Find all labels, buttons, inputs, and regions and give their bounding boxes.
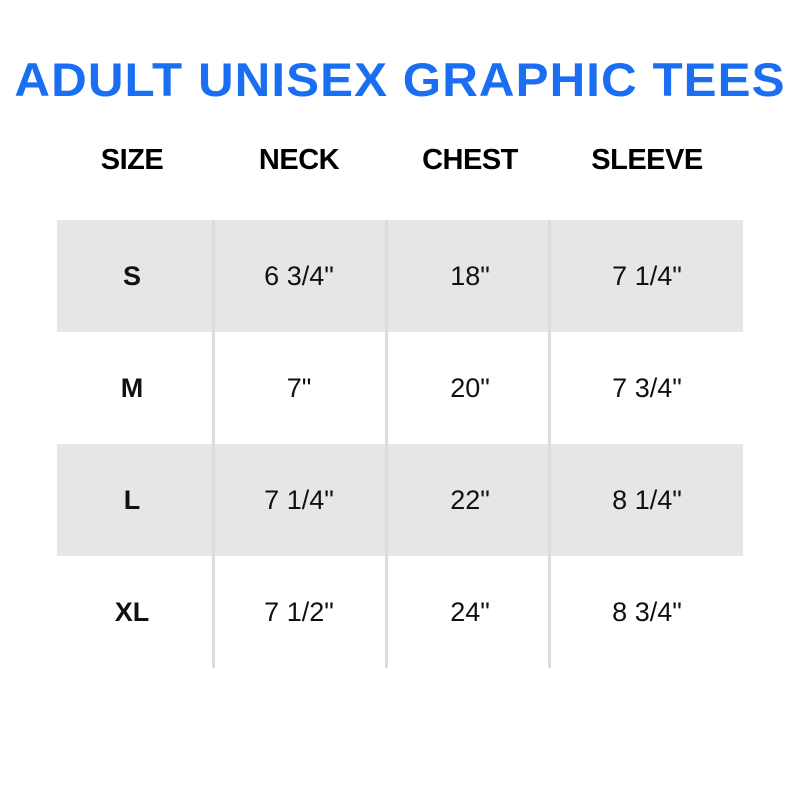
cell-sleeve: 8 1/4" <box>612 485 682 515</box>
cell-size: L <box>123 485 141 515</box>
cell-neck: 7 1/4" <box>264 485 334 515</box>
column-divider <box>212 220 215 668</box>
column-divider <box>385 220 388 668</box>
cell-size: M <box>120 373 144 403</box>
cell-sleeve: 7 3/4" <box>612 373 682 403</box>
cell-sleeve: 7 1/4" <box>612 261 682 291</box>
table-row: M 7" 20" 7 3/4" <box>57 332 743 444</box>
cell-chest: 20" <box>450 373 490 403</box>
table-row: S 6 3/4" 18" 7 1/4" <box>57 220 743 332</box>
header-neck: NECK <box>258 144 340 176</box>
cell-sleeve: 8 3/4" <box>612 597 682 627</box>
page-title: ADULT UNISEX GRAPHIC TEES <box>14 53 786 106</box>
cell-size: S <box>122 261 142 291</box>
header-chest: CHEST <box>422 144 518 176</box>
cell-chest: 22" <box>450 485 490 515</box>
cell-neck: 7" <box>286 373 312 403</box>
column-divider <box>548 220 551 668</box>
cell-neck: 7 1/2" <box>264 597 334 627</box>
table-row: L 7 1/4" 22" 8 1/4" <box>57 444 743 556</box>
cell-neck: 6 3/4" <box>264 261 334 291</box>
table-row: XL 7 1/2" 24" 8 3/4" <box>57 556 743 668</box>
header-size: SIZE <box>100 144 164 176</box>
cell-size: XL <box>114 597 150 627</box>
header-sleeve: SLEEVE <box>591 144 703 176</box>
size-table: S 6 3/4" 18" 7 1/4" M 7" 20" 7 3/4" L 7 1/4" 22" 8 … <box>57 220 743 668</box>
cell-chest: 18" <box>450 261 490 291</box>
cell-chest: 24" <box>450 597 490 627</box>
